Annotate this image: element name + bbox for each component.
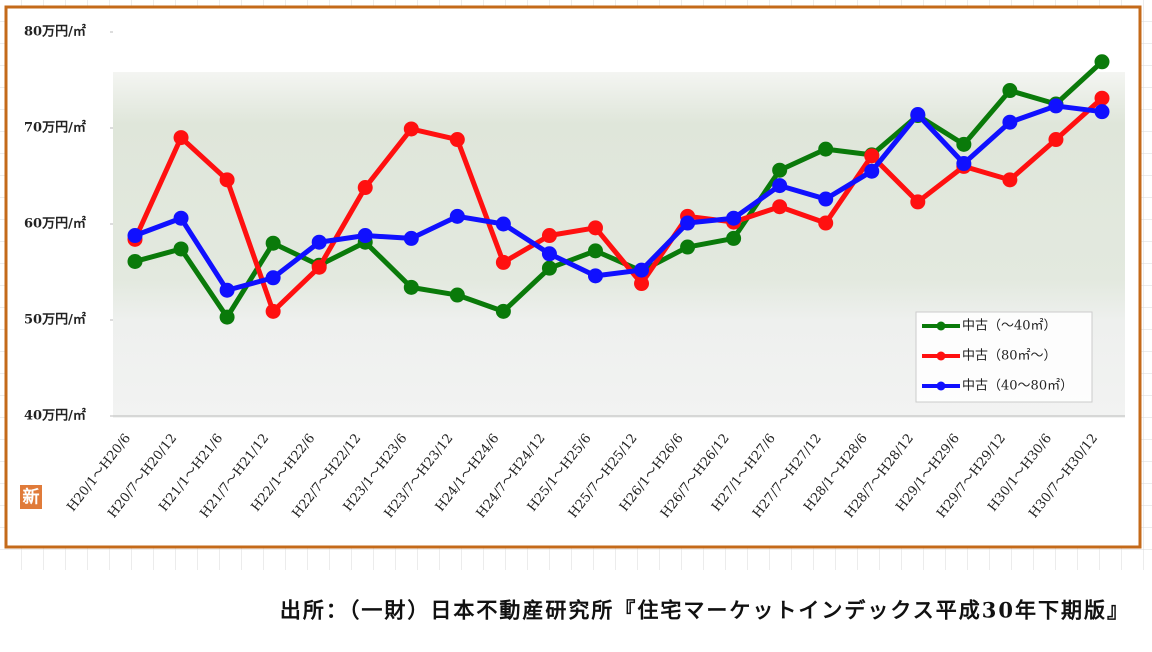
badge: 新 bbox=[23, 487, 40, 508]
data-point bbox=[1094, 104, 1110, 120]
data-point bbox=[1094, 54, 1110, 70]
y-tick-label: 70万円/㎡ bbox=[24, 120, 86, 136]
data-point bbox=[449, 132, 465, 148]
legend-marker bbox=[936, 381, 946, 391]
data-point bbox=[634, 262, 650, 278]
data-point bbox=[219, 309, 235, 325]
y-tick-label: 80万円/㎡ bbox=[24, 24, 86, 40]
data-point bbox=[173, 241, 189, 257]
data-point bbox=[127, 228, 143, 244]
data-point bbox=[541, 228, 557, 244]
data-point bbox=[634, 276, 650, 292]
legend-label: 中古（40～80㎡） bbox=[962, 379, 1073, 394]
data-point bbox=[726, 210, 742, 226]
data-point bbox=[1002, 83, 1018, 99]
data-point bbox=[910, 107, 926, 123]
data-point bbox=[173, 130, 189, 146]
series-line bbox=[132, 96, 1104, 314]
data-point bbox=[818, 191, 834, 207]
data-point bbox=[910, 194, 926, 210]
data-point bbox=[587, 243, 603, 259]
data-point bbox=[449, 287, 465, 303]
data-point bbox=[265, 270, 281, 286]
data-point bbox=[403, 121, 419, 137]
data-point bbox=[219, 282, 235, 298]
data-point bbox=[311, 259, 327, 275]
data-point bbox=[772, 178, 788, 194]
data-point bbox=[1002, 114, 1018, 130]
y-tick-label: 60万円/㎡ bbox=[24, 216, 86, 232]
data-point bbox=[864, 163, 880, 179]
data-point bbox=[495, 216, 511, 232]
sheet-footer bbox=[0, 570, 1152, 648]
data-point bbox=[357, 180, 373, 196]
data-point bbox=[127, 253, 143, 269]
y-tick-label: 40万円/㎡ bbox=[24, 408, 86, 424]
legend-marker bbox=[936, 321, 946, 331]
data-point bbox=[265, 235, 281, 251]
data-point bbox=[311, 234, 327, 250]
data-point bbox=[956, 136, 972, 152]
data-point bbox=[772, 162, 788, 178]
data-point bbox=[403, 230, 419, 246]
data-point bbox=[680, 239, 696, 255]
data-point bbox=[864, 148, 880, 164]
data-point bbox=[449, 208, 465, 224]
series-line bbox=[134, 103, 1103, 293]
data-point bbox=[265, 303, 281, 319]
legend-label: 中古（～40㎡） bbox=[962, 319, 1057, 334]
y-tick-label: 50万円/㎡ bbox=[24, 312, 86, 328]
series-line bbox=[134, 59, 1104, 320]
data-point bbox=[495, 254, 511, 270]
source-note: 出所：（一財）日本不動産研究所『住宅マーケットインデックス平成30年下期版』 bbox=[280, 598, 1130, 623]
data-point bbox=[1048, 98, 1064, 114]
legend-marker bbox=[936, 351, 946, 361]
data-point bbox=[357, 228, 373, 244]
data-point bbox=[772, 199, 788, 215]
data-point bbox=[1002, 172, 1018, 188]
data-point bbox=[541, 246, 557, 262]
data-point bbox=[726, 230, 742, 246]
badge-box bbox=[20, 485, 42, 509]
data-point bbox=[219, 172, 235, 188]
data-point bbox=[680, 215, 696, 231]
data-point bbox=[956, 156, 972, 172]
data-point bbox=[1048, 132, 1064, 148]
data-point bbox=[587, 220, 603, 236]
data-point bbox=[541, 260, 557, 276]
data-point bbox=[403, 279, 419, 295]
legend-label: 中古（80㎡～） bbox=[962, 349, 1057, 364]
data-point bbox=[1094, 90, 1110, 106]
data-point bbox=[818, 215, 834, 231]
data-point bbox=[818, 141, 834, 157]
data-point bbox=[495, 303, 511, 319]
data-point bbox=[173, 210, 189, 226]
data-point bbox=[587, 268, 603, 284]
